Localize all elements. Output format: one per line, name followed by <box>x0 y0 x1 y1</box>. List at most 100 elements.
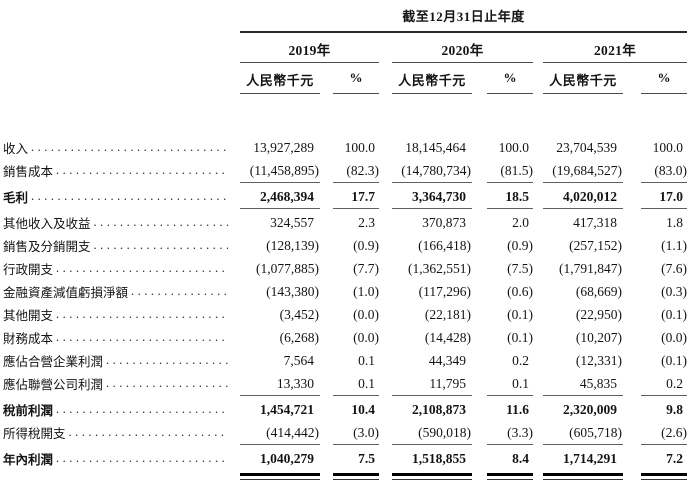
percent-cell: 2.3 <box>358 214 375 230</box>
amount-cell: (590,018) <box>392 421 472 445</box>
percent-cell: 7.2 <box>666 450 683 466</box>
amount-cell: (117,296) <box>418 283 471 299</box>
prospectus-financial-page: 截至12月31日止年度 2019年 人民幣千元% 2020年 人民幣千元% 2021年人… <box>3 9 687 480</box>
leader-dots: ........................................… <box>131 284 228 298</box>
row-label: 金融資產減值虧損淨額 <box>3 286 129 300</box>
leader-dots: ........................................… <box>93 238 228 252</box>
percent-cell: (0.1) <box>661 306 687 322</box>
percent-cell: (0.0) <box>353 329 379 345</box>
percent-cell: 18.5 <box>487 185 533 209</box>
year-group: 2019年 人民幣千元% <box>240 39 379 94</box>
row-label-cell: 其他收入及收益.................................… <box>0 211 228 234</box>
amount-cell: 7,564 <box>283 352 314 368</box>
leader-dots: ........................................… <box>31 189 228 203</box>
amount-cell: (3,452) <box>279 306 319 322</box>
leader-dots: ........................................… <box>106 376 228 390</box>
double-rule-cell <box>392 470 472 482</box>
percent-cell: (7.5) <box>507 260 533 276</box>
year-label: 2020年 <box>441 43 484 58</box>
amount-cell: (10,207) <box>575 329 622 345</box>
year-group: 2021年人民幣千元% <box>543 39 687 94</box>
percent-cell: 0.2 <box>641 372 687 396</box>
percent-cell: (0.1) <box>507 329 533 345</box>
row-label: 應佔合營企業利潤 <box>3 355 104 369</box>
table-row: 應佔聯營公司利潤................................… <box>0 372 690 396</box>
amount-cell: 324,557 <box>270 214 314 230</box>
amount-cell: 18,145,464 <box>405 139 466 155</box>
percent-cell: (0.1) <box>507 306 533 322</box>
row-label-cell: 應佔聯營公司利潤................................… <box>0 372 228 395</box>
amount-cell: 13,927,289 <box>253 139 314 155</box>
percent-cell: 2.0 <box>512 214 529 230</box>
amount-cell: (12,331) <box>575 352 622 368</box>
percent-cell: (82.3) <box>333 159 379 183</box>
percent-cell: 1.8 <box>666 214 683 230</box>
amount-cell: 417,318 <box>573 214 617 230</box>
amount-cell: 11,795 <box>392 372 472 396</box>
double-rule <box>641 473 687 480</box>
row-label-cell: 銷售成本....................................… <box>0 159 228 182</box>
leader-dots: ........................................… <box>56 163 228 177</box>
leader-dots: ........................................… <box>56 451 228 465</box>
percent-cell: (0.1) <box>661 352 687 368</box>
amount-cell: 2,320,009 <box>563 401 617 417</box>
percent-cell: (2.6) <box>641 421 687 445</box>
row-label-cell: 收入......................................… <box>0 136 228 159</box>
total-double-rule-row <box>0 470 690 482</box>
double-rule <box>543 473 623 480</box>
percent-cell: 11.6 <box>506 401 529 417</box>
row-label: 財務成本 <box>3 332 54 346</box>
table-row: 其他開支....................................… <box>0 303 690 326</box>
amount-cell: (414,442) <box>240 421 320 445</box>
currency-unit-label: 人民幣千元 <box>240 70 320 94</box>
amount-cell: 44,349 <box>428 352 466 368</box>
table-row: 銷售成本....................................… <box>0 159 690 183</box>
percent-cell: (0.9) <box>353 237 379 253</box>
double-rule-cell <box>487 470 533 482</box>
row-label-cell: 毛利......................................… <box>0 185 228 208</box>
amount-cell: 4,020,012 <box>543 185 623 209</box>
amount-cell: 1,454,721 <box>260 401 314 417</box>
percent-cell: (3.3) <box>487 421 533 445</box>
amount-cell: 1,040,279 <box>260 450 314 466</box>
unit-header-row: 人民幣千元% <box>240 70 379 94</box>
row-label-cell: 稅前利潤....................................… <box>0 398 228 421</box>
column-headers: 2019年 人民幣千元% 2020年 人民幣千元% 2021年 人民幣千元% <box>0 39 690 94</box>
row-label-cell: 銷售及分銷開支.................................… <box>0 234 228 257</box>
percent-cell: (83.0) <box>641 159 687 183</box>
row-label-cell: 應佔合營企業利潤................................… <box>0 349 228 372</box>
amount-cell: 23,704,539 <box>556 139 617 155</box>
table-row: 應佔合營企業利潤................................… <box>0 349 690 372</box>
table-row: 其他收入及收益.................................… <box>0 211 690 234</box>
amount-cell: 45,835 <box>543 372 623 396</box>
amount-cell: (68,669) <box>575 283 622 299</box>
amount-cell: (14,428) <box>424 329 471 345</box>
percent-header-label: % <box>487 70 533 94</box>
double-rule <box>240 473 320 480</box>
percent-cell: (0.3) <box>661 283 687 299</box>
amount-cell: (166,418) <box>418 237 471 253</box>
table-row: 銷售及分銷開支.................................… <box>0 234 690 257</box>
percent-cell: 100.0 <box>498 139 529 155</box>
table-title: 截至12月31日止年度 <box>402 9 525 24</box>
double-rule <box>333 473 379 480</box>
year-group: 2020年 人民幣千元% <box>392 39 533 94</box>
table-body: 收入......................................… <box>0 136 690 482</box>
amount-cell: 2,468,394 <box>240 185 320 209</box>
percent-cell: (7.7) <box>353 260 379 276</box>
double-rule-cell <box>240 470 320 482</box>
percent-cell: (0.0) <box>353 306 379 322</box>
leader-dots: ........................................… <box>106 353 228 367</box>
double-rule-cell <box>333 470 379 482</box>
leader-dots: ........................................… <box>68 425 228 439</box>
unit-header-row: 人民幣千元% <box>543 70 687 94</box>
amount-cell: (1,362,551) <box>408 260 471 276</box>
percent-cell: (3.0) <box>333 421 379 445</box>
amount-cell: (11,458,895) <box>240 159 320 183</box>
row-label-cell: 年內利潤....................................… <box>0 447 228 470</box>
amount-cell: (605,718) <box>543 421 623 445</box>
row-label: 其他收入及收益 <box>3 217 91 231</box>
leader-dots: ........................................… <box>93 215 228 229</box>
year-label: 2021年 <box>594 43 636 58</box>
